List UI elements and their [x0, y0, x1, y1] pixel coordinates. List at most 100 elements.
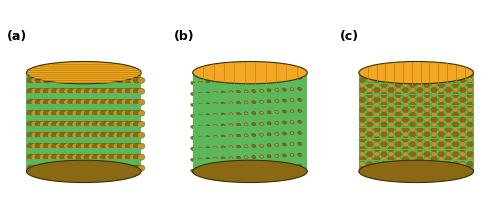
Ellipse shape [72, 165, 80, 171]
Ellipse shape [298, 76, 302, 79]
Ellipse shape [113, 88, 120, 94]
Ellipse shape [35, 154, 42, 160]
Ellipse shape [424, 162, 430, 166]
Ellipse shape [130, 88, 136, 94]
Ellipse shape [452, 137, 459, 142]
Ellipse shape [72, 121, 80, 127]
Ellipse shape [84, 154, 92, 160]
Ellipse shape [31, 143, 38, 149]
Ellipse shape [192, 61, 308, 84]
Ellipse shape [388, 107, 394, 112]
Ellipse shape [88, 110, 96, 116]
Ellipse shape [366, 87, 373, 92]
Ellipse shape [424, 127, 430, 132]
Ellipse shape [460, 152, 466, 157]
Ellipse shape [360, 142, 366, 147]
Ellipse shape [298, 164, 302, 167]
Ellipse shape [388, 137, 394, 142]
Ellipse shape [402, 127, 408, 132]
Ellipse shape [60, 132, 67, 138]
Ellipse shape [198, 114, 202, 117]
Ellipse shape [446, 132, 452, 137]
Ellipse shape [109, 77, 116, 83]
Text: No.1 = 0°: No.1 = 0° [54, 173, 114, 182]
Ellipse shape [374, 166, 380, 171]
Ellipse shape [424, 152, 430, 157]
Ellipse shape [452, 112, 459, 117]
Ellipse shape [222, 168, 225, 171]
Ellipse shape [424, 97, 430, 102]
Ellipse shape [104, 132, 112, 138]
Ellipse shape [388, 166, 394, 171]
Ellipse shape [275, 121, 278, 125]
Ellipse shape [214, 80, 218, 84]
Ellipse shape [290, 143, 294, 146]
Ellipse shape [64, 132, 71, 138]
Ellipse shape [252, 155, 256, 158]
Ellipse shape [113, 143, 120, 149]
Ellipse shape [366, 127, 373, 132]
Ellipse shape [39, 165, 46, 171]
Ellipse shape [460, 117, 466, 122]
Ellipse shape [416, 166, 423, 171]
Ellipse shape [431, 107, 438, 112]
Ellipse shape [452, 102, 459, 107]
Ellipse shape [402, 137, 408, 142]
Ellipse shape [92, 110, 100, 116]
Ellipse shape [366, 162, 373, 166]
Bar [359, 127, 474, 128]
Bar [192, 93, 308, 96]
Ellipse shape [438, 92, 444, 97]
Ellipse shape [121, 121, 128, 127]
Ellipse shape [416, 127, 423, 132]
Ellipse shape [467, 122, 473, 127]
Ellipse shape [206, 147, 210, 150]
Ellipse shape [381, 83, 387, 87]
Ellipse shape [138, 132, 145, 138]
Ellipse shape [374, 97, 380, 102]
Ellipse shape [446, 137, 452, 142]
Ellipse shape [290, 164, 294, 168]
Ellipse shape [460, 78, 466, 83]
Bar [26, 104, 141, 107]
Ellipse shape [388, 102, 394, 107]
Ellipse shape [424, 102, 430, 107]
Ellipse shape [446, 127, 452, 132]
Ellipse shape [260, 122, 264, 125]
Ellipse shape [431, 122, 438, 127]
Ellipse shape [431, 73, 438, 78]
Ellipse shape [96, 165, 104, 171]
Ellipse shape [416, 97, 423, 102]
Ellipse shape [104, 88, 112, 94]
Ellipse shape [44, 110, 51, 116]
Ellipse shape [76, 99, 84, 105]
Ellipse shape [431, 97, 438, 102]
Ellipse shape [229, 91, 233, 94]
Ellipse shape [35, 132, 42, 138]
Ellipse shape [267, 166, 271, 169]
Bar [26, 126, 141, 129]
Ellipse shape [27, 77, 34, 83]
Ellipse shape [446, 157, 452, 162]
Ellipse shape [410, 166, 416, 171]
Ellipse shape [92, 143, 100, 149]
Ellipse shape [446, 73, 452, 78]
Ellipse shape [359, 61, 474, 84]
Ellipse shape [282, 132, 286, 135]
Ellipse shape [402, 78, 408, 83]
Ellipse shape [290, 121, 294, 124]
Ellipse shape [236, 90, 240, 93]
Ellipse shape [130, 110, 136, 116]
Ellipse shape [260, 144, 264, 147]
Ellipse shape [402, 83, 408, 87]
Ellipse shape [260, 155, 264, 158]
Ellipse shape [275, 143, 278, 147]
Ellipse shape [467, 117, 473, 122]
Ellipse shape [84, 165, 92, 171]
Ellipse shape [460, 142, 466, 147]
Bar [192, 115, 308, 118]
Ellipse shape [402, 112, 408, 117]
Ellipse shape [104, 77, 112, 83]
Ellipse shape [68, 132, 75, 138]
Ellipse shape [282, 154, 286, 157]
